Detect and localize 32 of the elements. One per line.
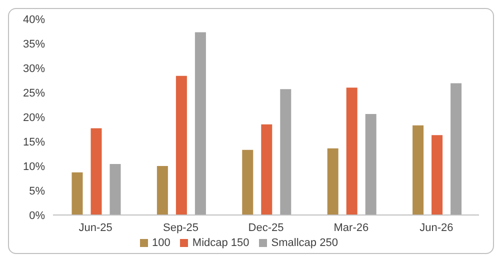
bar bbox=[365, 114, 376, 215]
x-tick-label: Jun-26 bbox=[420, 222, 454, 234]
bar bbox=[156, 166, 168, 215]
bar bbox=[176, 76, 187, 215]
x-tick-label: Mar-26 bbox=[334, 222, 369, 234]
bar bbox=[346, 88, 358, 215]
y-tick-label: 25% bbox=[22, 87, 46, 100]
bar bbox=[110, 164, 121, 215]
bar bbox=[242, 150, 254, 215]
x-tick-label: Dec-25 bbox=[248, 222, 284, 234]
bar bbox=[72, 172, 83, 215]
legend-label: Midcap 150 bbox=[192, 237, 250, 249]
y-tick-label: 5% bbox=[29, 185, 46, 198]
bar bbox=[432, 135, 443, 215]
bar bbox=[90, 128, 102, 215]
bar bbox=[450, 83, 462, 215]
legend-label: 100 bbox=[152, 237, 170, 249]
x-tick-label: Jun-25 bbox=[78, 222, 112, 234]
legend-label: Smallcap 250 bbox=[271, 237, 338, 249]
y-tick-label: 20% bbox=[22, 112, 46, 124]
y-tick-label: 10% bbox=[22, 160, 46, 173]
bar bbox=[194, 32, 206, 215]
y-tick-label: 30% bbox=[22, 62, 46, 75]
bar bbox=[327, 148, 338, 215]
y-tick-label: 0% bbox=[29, 210, 46, 222]
bar bbox=[412, 125, 424, 215]
x-tick-label: Sep-25 bbox=[163, 222, 199, 234]
y-tick-label: 40% bbox=[22, 14, 46, 26]
bar bbox=[261, 124, 272, 215]
y-tick-label: 15% bbox=[22, 136, 46, 148]
y-tick-label: 35% bbox=[22, 38, 46, 50]
bar bbox=[280, 89, 292, 215]
